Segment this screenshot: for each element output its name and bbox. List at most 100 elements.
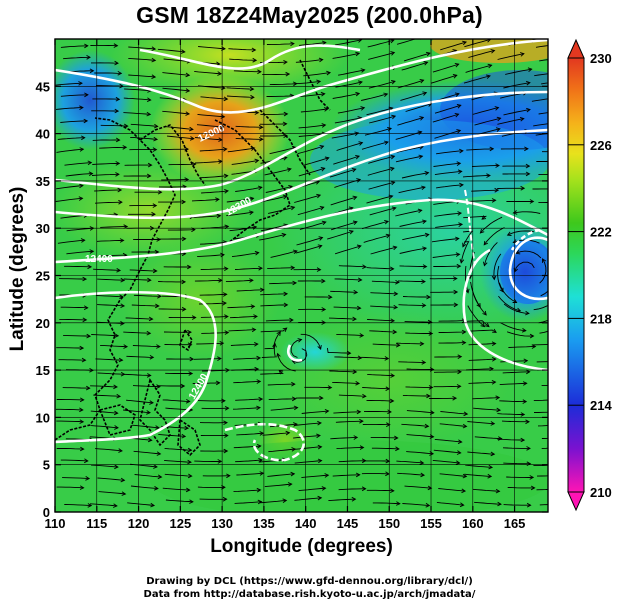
- streamline: [95, 358, 123, 361]
- streamline-arrow: [297, 338, 303, 343]
- streamline-arrow: [254, 158, 260, 164]
- streamline-arrow: [87, 160, 93, 166]
- streamline-arrow: [392, 245, 398, 251]
- streamline-arrow: [488, 464, 494, 470]
- streamline-arrow: [120, 477, 126, 483]
- streamline-arrow: [185, 399, 191, 404]
- streamline: [434, 438, 462, 443]
- streamline: [500, 322, 526, 332]
- streamline: [497, 118, 524, 125]
- streamline: [397, 116, 424, 126]
- streamline-arrow: [457, 439, 463, 445]
- streamline-arrow: [78, 81, 83, 86]
- streamline-arrow: [256, 487, 262, 493]
- y-tick-label: 5: [43, 458, 50, 473]
- streamline-arrow: [181, 306, 187, 312]
- streamline: [361, 141, 389, 150]
- streamline: [64, 162, 92, 166]
- streamline-arrow: [146, 111, 152, 117]
- streamline-arrow: [457, 354, 463, 359]
- streamline: [338, 394, 366, 397]
- streamline: [402, 394, 430, 397]
- streamline-arrow: [452, 74, 458, 79]
- streamline-arrow: [490, 451, 496, 457]
- x-tick-label: 125: [169, 516, 191, 531]
- streamline: [328, 317, 357, 320]
- streamline-arrow: [355, 51, 361, 57]
- streamline: [540, 290, 548, 297]
- streamline-arrow: [327, 385, 333, 390]
- streamline-arrow: [461, 329, 467, 335]
- streamline-arrow: [459, 182, 464, 188]
- streamline: [329, 370, 357, 373]
- streamline: [267, 383, 295, 386]
- streamline-arrow: [390, 154, 396, 160]
- streamline: [123, 112, 151, 115]
- streamline: [506, 476, 534, 478]
- streamline: [331, 132, 359, 139]
- streamline: [507, 230, 534, 236]
- streamline: [90, 410, 118, 414]
- streamline-arrow: [147, 437, 153, 443]
- streamline-arrow: [560, 487, 564, 491]
- streamline-arrow: [480, 322, 486, 328]
- streamline: [262, 73, 290, 76]
- streamline-arrow: [419, 116, 425, 121]
- streamline-arrow: [490, 421, 496, 426]
- streamline-arrow: [283, 133, 288, 138]
- streamline: [539, 258, 547, 284]
- streamline: [406, 451, 434, 455]
- streamline: [535, 45, 548, 48]
- streamline-arrow: [252, 225, 258, 230]
- streamline-arrow: [187, 329, 192, 335]
- streamline-arrow: [522, 399, 528, 404]
- streamline: [506, 331, 534, 337]
- streamline: [123, 278, 151, 281]
- streamline-arrow: [157, 189, 163, 195]
- streamline-arrow: [219, 340, 225, 346]
- streamline: [431, 238, 459, 243]
- streamline: [533, 399, 548, 401]
- streamline-arrow: [147, 162, 153, 168]
- streamline-arrow: [258, 457, 264, 463]
- streamline-arrow: [288, 184, 294, 190]
- streamline: [60, 45, 88, 48]
- contour-label: 12400: [85, 254, 113, 265]
- streamline: [433, 371, 462, 373]
- streamline-arrow: [115, 161, 121, 166]
- streamline-arrow: [186, 264, 192, 270]
- streamline-arrow: [421, 185, 426, 191]
- streamline: [270, 407, 298, 411]
- streamline-arrow: [259, 431, 265, 436]
- streamline-arrow: [222, 300, 227, 306]
- streamline: [93, 394, 121, 397]
- streamline: [269, 282, 297, 285]
- streamline-arrow: [417, 208, 423, 214]
- streamline: [60, 459, 88, 462]
- streamline: [398, 186, 426, 194]
- streamline: [65, 173, 93, 177]
- streamline-arrow: [79, 147, 85, 152]
- streamline: [233, 380, 261, 384]
- streamline: [501, 420, 530, 423]
- streamline: [126, 355, 154, 358]
- streamline: [236, 432, 264, 436]
- streamline: [302, 157, 329, 166]
- streamline-arrow: [391, 206, 397, 211]
- streamline-arrow: [496, 116, 502, 122]
- streamline: [539, 330, 548, 334]
- streamline: [123, 331, 151, 334]
- streamline: [502, 447, 530, 449]
- streamline-arrow: [217, 71, 223, 76]
- streamline: [198, 46, 226, 50]
- streamline-arrow: [258, 124, 264, 130]
- streamline: [56, 448, 84, 450]
- streamline-arrow: [321, 40, 327, 46]
- streamline-arrow: [359, 333, 365, 338]
- streamline-arrow: [181, 279, 187, 285]
- streamline-arrow: [285, 430, 291, 436]
- streamline: [368, 52, 395, 60]
- streamline: [55, 197, 83, 202]
- streamline: [126, 399, 154, 404]
- y-axis-label: Latitude (degrees): [7, 186, 28, 352]
